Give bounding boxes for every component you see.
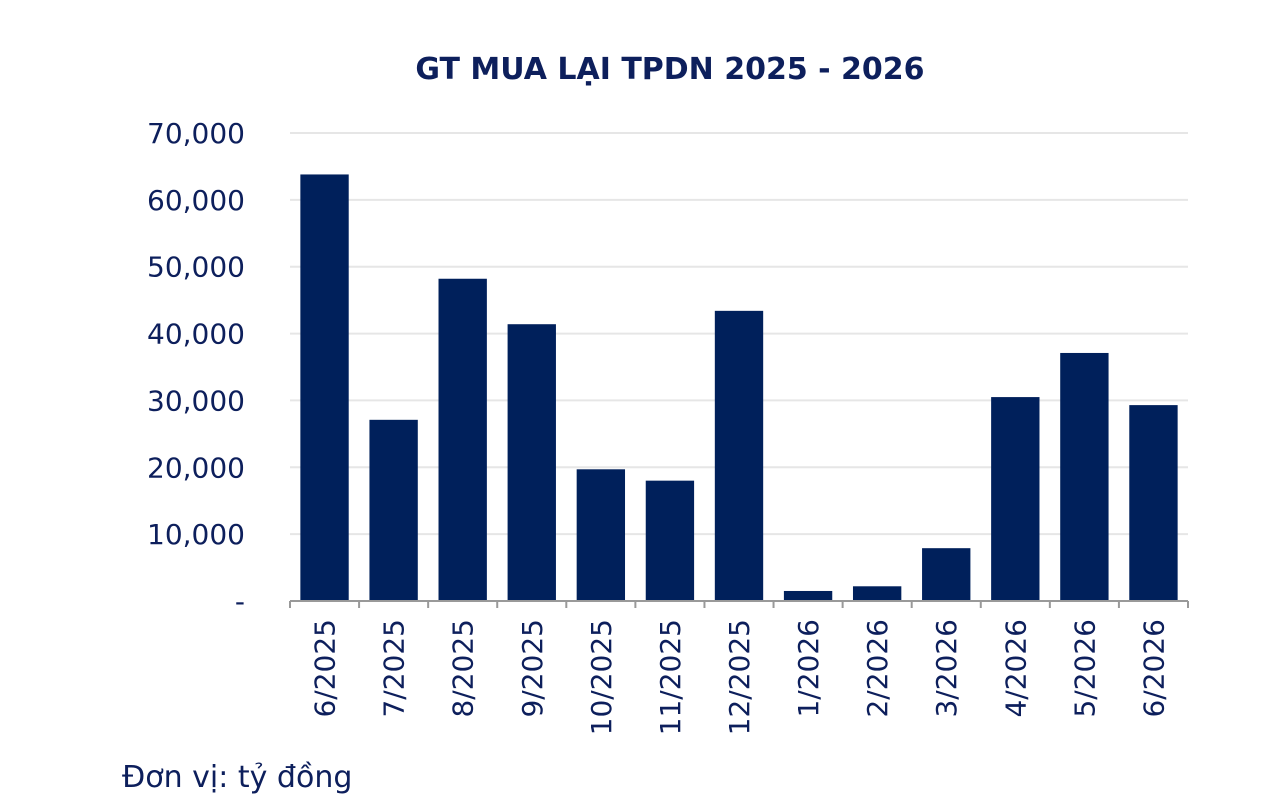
x-tick-label: 7/2025 [378,619,411,718]
y-tick-label: 70,000 [147,117,245,150]
bar [645,480,695,601]
y-tick-label: 20,000 [147,451,245,484]
y-tick-label: 50,000 [147,251,245,284]
y-tick-label: 40,000 [147,318,245,351]
x-axis [289,600,1189,608]
x-tick-label: 10/2025 [585,619,618,735]
x-tick-label: 5/2026 [1068,619,1101,718]
x-axis-ticks: 6/2025 7/2025 8/2025 9/2025 10/2025 11/2025 12… [309,619,1171,735]
x-tick-label: 2/2026 [861,619,894,718]
unit-note: Đơn vị: tỷ đồng [122,760,353,795]
bar [922,548,971,601]
y-tick-label: 60,000 [147,184,245,217]
bar [300,174,349,602]
x-tick-label: 3/2026 [930,619,963,718]
bars [300,174,1178,602]
y-axis-ticks: - 10,000 20,000 30,000 40,000 50,000 60,000 70,… [147,117,245,618]
y-tick-label: - [235,585,245,618]
x-tick-label: 4/2026 [999,619,1032,718]
x-tick-label: 6/2025 [309,619,342,718]
bar [369,419,418,601]
x-tick-label: 9/2025 [516,619,549,718]
bar [1129,405,1178,601]
x-tick-label: 8/2025 [447,619,480,718]
bar [714,310,764,601]
bar [991,397,1040,601]
bar [1060,352,1109,601]
bar [507,324,556,601]
bar [438,278,487,601]
bar-chart: GT MUA LẠI TPDN 2025 - 2026 - 10,000 20,00… [147,52,1189,735]
x-tick-label: 1/2026 [792,619,825,718]
x-tick-label: 11/2025 [654,619,687,735]
chart-title: GT MUA LẠI TPDN 2025 - 2026 [415,52,924,87]
bar [576,469,626,601]
y-tick-label: 10,000 [147,518,245,551]
x-tick-label: 6/2026 [1137,619,1170,718]
x-tick-label: 12/2025 [723,619,756,735]
bar [852,586,902,601]
bar [783,590,833,601]
y-tick-label: 30,000 [147,384,245,417]
